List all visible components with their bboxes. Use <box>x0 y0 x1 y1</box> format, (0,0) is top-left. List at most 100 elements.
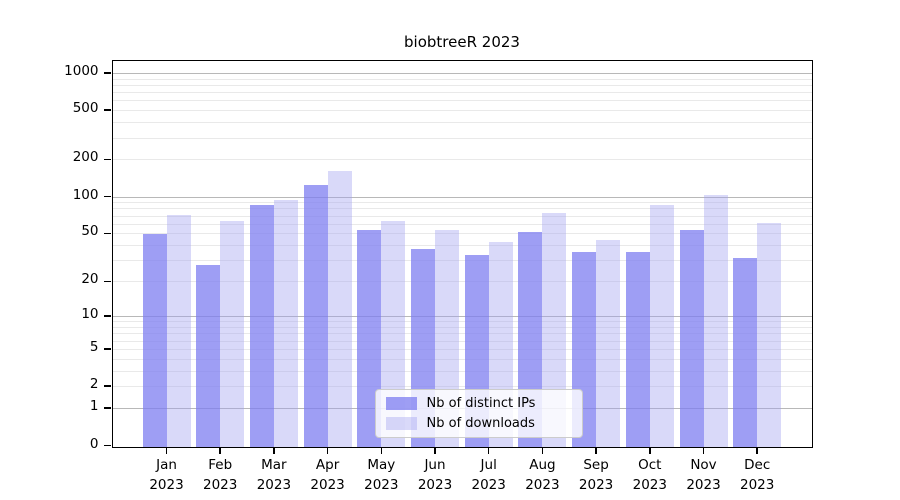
x-tick-label: Jan 2023 <box>135 455 199 495</box>
gridline-minor <box>112 370 812 372</box>
gridline-minor <box>112 333 812 335</box>
x-tick-year: 2023 <box>578 476 614 493</box>
legend-item-downloads: Nb of downloads <box>385 415 572 431</box>
x-tick-month: Mar <box>261 456 287 473</box>
gridline-minor <box>112 202 812 204</box>
y-tick-label: 2 <box>89 376 99 393</box>
y-tick-label: 50 <box>81 223 99 240</box>
x-tick-label: Jul 2023 <box>457 455 521 495</box>
bar-distinct-ips <box>249 205 274 447</box>
bar-downloads <box>327 170 352 447</box>
gridline-major <box>112 196 812 198</box>
y-tick <box>104 109 111 111</box>
y-tick <box>104 385 111 387</box>
x-tick-month: May <box>367 456 396 473</box>
bar-downloads <box>703 195 728 447</box>
x-tick-year: 2023 <box>686 476 721 493</box>
x-tick-year: 2023 <box>364 476 399 493</box>
x-tick <box>756 446 758 454</box>
bar-distinct-ips <box>625 251 650 447</box>
gridline-minor <box>112 233 812 235</box>
x-tick-label: Aug 2023 <box>510 455 574 495</box>
gridline-minor <box>112 208 812 210</box>
bar-downloads <box>757 223 782 447</box>
x-tick-month: Jan <box>156 456 177 473</box>
gridline-minor <box>112 137 812 139</box>
gridline-minor <box>112 100 812 102</box>
y-tick-label: 500 <box>72 100 99 117</box>
x-tick <box>434 446 436 454</box>
gridline-minor <box>112 340 812 342</box>
x-tick-year: 2023 <box>203 476 238 493</box>
y-tick <box>104 195 111 198</box>
x-tick-label: Jun 2023 <box>403 455 467 495</box>
gridline-major <box>112 316 812 318</box>
x-tick <box>380 446 383 454</box>
x-tick <box>326 446 329 454</box>
x-tick-label: May 2023 <box>349 455 413 495</box>
x-tick <box>165 446 168 454</box>
x-tick-year: 2023 <box>149 476 184 493</box>
y-tick-label: 200 <box>72 149 99 166</box>
y-tick <box>104 407 111 409</box>
gridline-minor <box>112 122 812 124</box>
x-tick-month: Nov <box>690 456 717 473</box>
bar-downloads <box>596 240 621 447</box>
gridline-minor <box>112 245 812 247</box>
legend-label-downloads: Nb of downloads <box>426 415 535 431</box>
gridline-minor <box>112 215 812 217</box>
x-tick-month: Jul <box>480 456 497 473</box>
bar-downloads <box>166 215 191 447</box>
x-tick-year: 2023 <box>256 476 292 493</box>
x-tick-month: Aug <box>529 456 556 473</box>
y-tick-label: 100 <box>72 186 99 203</box>
gridline-minor <box>112 92 812 94</box>
bar-distinct-ips <box>733 257 758 447</box>
y-tick-label: 20 <box>81 271 99 288</box>
x-tick-label: Nov 2023 <box>672 455 736 495</box>
x-tick <box>219 446 221 454</box>
y-tick <box>104 72 111 74</box>
gridline-minor <box>112 84 812 86</box>
legend-swatch-downloads <box>385 416 417 430</box>
y-tick-label: 0 <box>89 435 99 452</box>
gridline-minor <box>112 110 812 112</box>
gridline-minor <box>112 326 812 328</box>
chart-title: biobtreeR 2023 <box>404 33 520 51</box>
x-tick <box>487 446 490 454</box>
legend-label-distinct-ips: Nb of distinct IPs <box>426 395 536 411</box>
x-tick-month: Oct <box>638 456 662 473</box>
bar-downloads <box>220 220 245 447</box>
x-tick-label: Sep 2023 <box>564 455 628 495</box>
legend: Nb of distinct IPs Nb of downloads <box>374 388 583 438</box>
x-tick <box>273 446 275 454</box>
x-tick-year: 2023 <box>417 476 453 493</box>
gridline-minor <box>112 223 812 225</box>
y-tick <box>104 348 111 350</box>
y-tick-label: 5 <box>89 338 99 355</box>
x-tick-year: 2023 <box>471 476 506 493</box>
y-tick <box>104 158 111 161</box>
bar-distinct-ips <box>142 234 167 447</box>
gridline-major <box>112 72 812 75</box>
x-tick-year: 2023 <box>740 476 775 493</box>
gridline-minor <box>112 159 812 161</box>
x-tick-label: Dec 2023 <box>725 455 789 495</box>
x-tick-month: Sep <box>583 456 609 473</box>
x-tick-year: 2023 <box>632 476 667 493</box>
x-tick-label: Feb 2023 <box>188 455 252 495</box>
y-tick-label: 1000 <box>64 62 99 79</box>
legend-swatch-distinct-ips <box>385 396 417 410</box>
x-tick-label: Oct 2023 <box>618 455 682 495</box>
plot-area: Nb of distinct IPs Nb of downloads 1000 5… <box>64 59 813 493</box>
y-tick <box>104 232 111 235</box>
x-tick-month: Feb <box>208 456 233 473</box>
gridline-minor <box>112 348 812 350</box>
y-tick-label: 10 <box>81 306 99 323</box>
bar-distinct-ips <box>679 230 704 447</box>
y-tick <box>104 444 111 447</box>
y-tick-label: 1 <box>89 398 99 415</box>
x-tick-year: 2023 <box>525 476 560 493</box>
gridline-minor <box>112 78 812 80</box>
gridline-minor <box>112 358 812 360</box>
